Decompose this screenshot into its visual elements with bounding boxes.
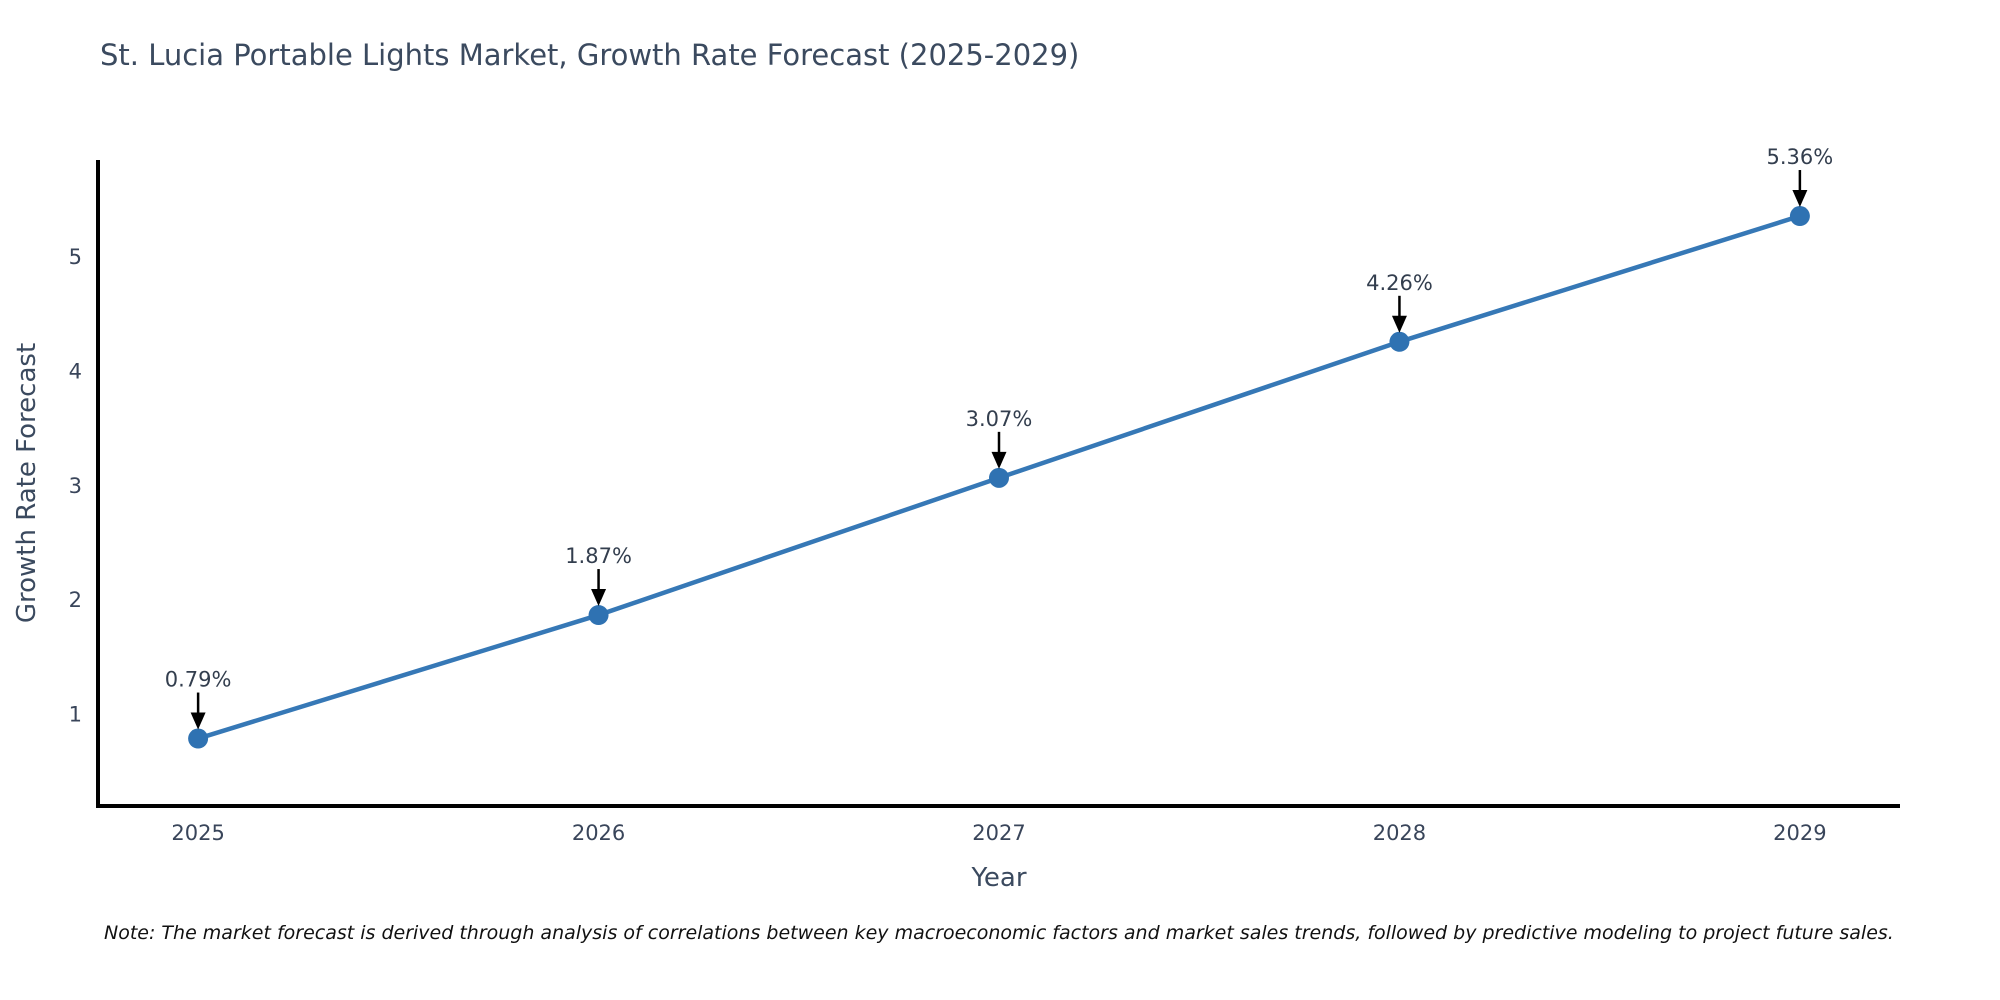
y-tick-label: 4 (69, 360, 82, 384)
chart-title: St. Lucia Portable Lights Market, Growth… (100, 38, 1080, 72)
data-point-annotation: 3.07% (966, 407, 1033, 431)
x-tick-label: 2029 (1773, 821, 1826, 845)
data-point-annotation: 0.79% (165, 668, 232, 692)
annotation-arrowhead (991, 451, 1007, 469)
y-tick-label: 3 (69, 474, 82, 498)
data-point-marker (1389, 331, 1410, 352)
annotation-arrowhead (1391, 315, 1407, 333)
data-point-annotation: 4.26% (1366, 271, 1433, 295)
annotation-arrowhead (591, 589, 607, 607)
data-point-marker (989, 467, 1009, 488)
x-tick-label: 2025 (171, 821, 224, 845)
data-point-annotation: 5.36% (1767, 145, 1834, 169)
x-tick-label: 2027 (972, 821, 1025, 845)
x-axis-label: Year (971, 863, 1027, 893)
y-tick-label: 2 (69, 588, 82, 612)
data-point-marker (188, 728, 209, 749)
y-tick-label: 5 (69, 245, 82, 269)
data-point-marker (588, 605, 609, 626)
data-point-annotation: 1.87% (565, 544, 632, 568)
y-tick-label: 1 (69, 703, 82, 727)
x-tick-label: 2028 (1373, 821, 1426, 845)
data-point-marker (1789, 206, 1810, 227)
footnote: Note: The market forecast is derived thr… (104, 922, 1894, 944)
annotation-arrowhead (1792, 190, 1808, 208)
x-tick-label: 2026 (572, 821, 625, 845)
annotation-arrowhead (190, 712, 206, 730)
